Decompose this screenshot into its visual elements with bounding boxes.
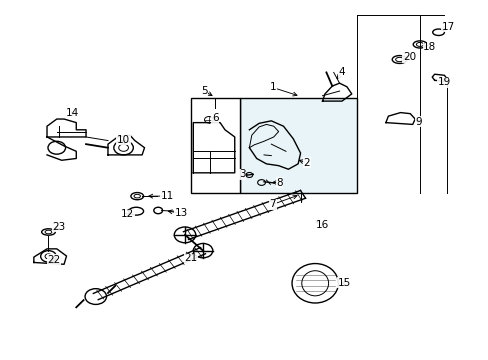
Text: 16: 16: [315, 220, 328, 230]
Text: 15: 15: [337, 278, 350, 288]
Text: 12: 12: [121, 209, 134, 219]
Text: 10: 10: [117, 135, 130, 145]
Bar: [190, 98, 239, 193]
Text: 9: 9: [415, 117, 422, 127]
Text: 2: 2: [303, 158, 309, 168]
Text: 1: 1: [269, 82, 276, 93]
Text: 8: 8: [276, 177, 283, 188]
Text: 3: 3: [238, 169, 245, 179]
Text: 11: 11: [161, 191, 174, 201]
Text: 21: 21: [184, 253, 197, 263]
Text: 23: 23: [53, 222, 66, 231]
Text: 4: 4: [338, 67, 345, 77]
Text: 6: 6: [211, 113, 218, 123]
Text: 20: 20: [402, 52, 415, 62]
Bar: [239, 98, 356, 193]
Text: 18: 18: [422, 42, 435, 52]
Text: 13: 13: [174, 208, 187, 219]
Text: 22: 22: [48, 255, 61, 265]
Text: 19: 19: [437, 77, 450, 87]
Text: 17: 17: [441, 22, 454, 32]
Text: 5: 5: [201, 86, 207, 96]
Text: 14: 14: [66, 108, 80, 118]
Text: 7: 7: [269, 199, 276, 210]
